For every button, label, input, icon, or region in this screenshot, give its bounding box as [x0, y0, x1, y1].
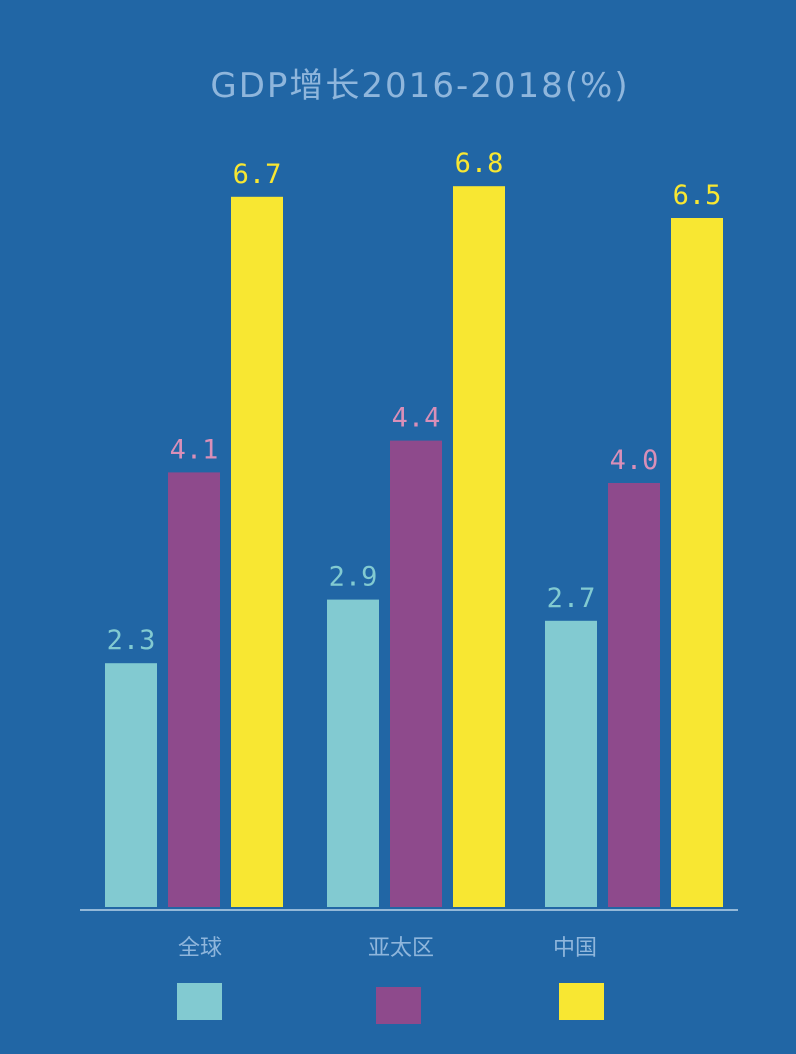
x-tick-label: 全球 — [178, 936, 222, 961]
legend-swatch — [177, 983, 222, 1020]
bar — [608, 483, 660, 907]
data-label: 6.7 — [233, 159, 282, 190]
bar — [671, 218, 723, 907]
bar — [453, 186, 505, 907]
data-label: 6.5 — [673, 180, 722, 211]
bar — [390, 440, 442, 907]
legend-swatch — [376, 987, 421, 1024]
bar — [105, 663, 157, 907]
bar — [545, 620, 597, 907]
chart-title: GDP增长2016-2018(%) — [210, 66, 630, 106]
bar — [327, 599, 379, 907]
data-label: 2.3 — [107, 625, 156, 656]
data-label: 4.4 — [392, 403, 441, 434]
data-label: 4.1 — [170, 434, 219, 465]
bar — [168, 472, 220, 907]
x-tick-label: 亚太区 — [368, 936, 434, 961]
bar — [231, 196, 283, 908]
data-label: 4.0 — [610, 445, 659, 476]
x-tick-label: 中国 — [553, 936, 597, 961]
data-label: 6.8 — [455, 148, 504, 179]
data-label: 2.7 — [547, 583, 596, 614]
data-label: 2.9 — [329, 562, 378, 593]
legend-swatch — [559, 983, 604, 1020]
